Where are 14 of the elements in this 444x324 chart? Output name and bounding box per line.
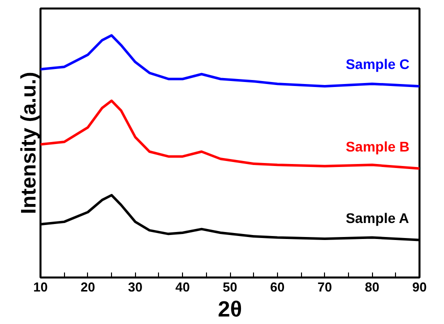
x-axis-title: 2θ	[218, 296, 242, 322]
x-tick-label: 40	[175, 280, 190, 294]
series-label: Sample B	[346, 138, 410, 155]
x-tick-label: 70	[318, 280, 332, 294]
x-tick-label: 10	[33, 280, 48, 294]
y-axis-title: Intensity (a.u.)	[18, 72, 40, 214]
x-tick-label: 20	[80, 280, 96, 294]
x-tick-label: 60	[270, 280, 285, 294]
x-tick-label: 90	[412, 280, 427, 294]
series-label: Sample A	[346, 210, 409, 226]
x-tick-label: 80	[364, 280, 380, 294]
x-tick-label: 50	[222, 280, 238, 294]
series-label: Sample C	[346, 56, 410, 72]
x-tick-label: 30	[128, 280, 142, 294]
